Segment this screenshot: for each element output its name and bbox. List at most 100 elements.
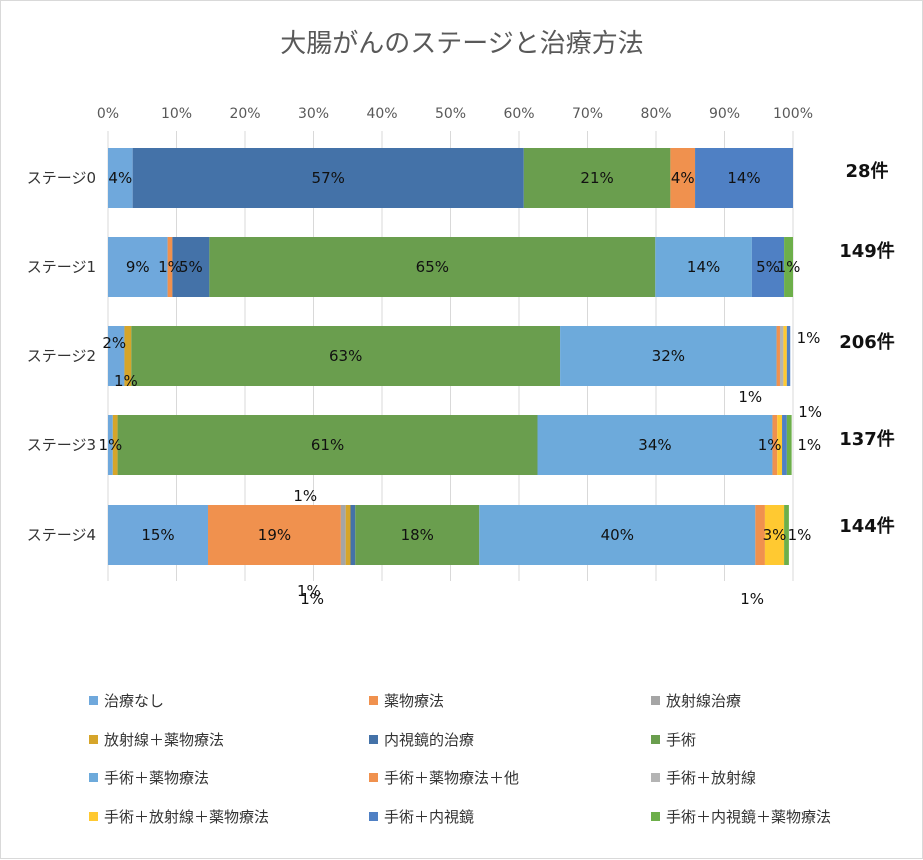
x-tick-label: 0% [97, 106, 119, 122]
legend-label: 手術＋放射線 [666, 769, 756, 787]
data-label: 1% [788, 526, 812, 544]
bar-segment [208, 505, 341, 565]
legend-swatch [369, 773, 378, 782]
bar-segment [786, 415, 792, 475]
count-label: 149件 [839, 240, 895, 262]
bar-segment [777, 415, 783, 475]
legend-swatch [89, 812, 98, 821]
bar-segment [108, 415, 113, 475]
bar-segment [117, 415, 538, 475]
legend-label: 治療なし [104, 692, 164, 710]
data-label: 9% [126, 258, 150, 276]
bar-segment [112, 415, 118, 475]
legend-label: 放射線＋薬物療法 [104, 731, 224, 749]
category-label: ステージ3 [27, 436, 96, 454]
data-label: 18% [401, 526, 434, 544]
bar-segment [670, 148, 696, 208]
data-label: 65% [416, 258, 449, 276]
bars [108, 148, 793, 565]
bar-segment [479, 505, 756, 565]
legend-label: 手術＋放射線＋薬物療法 [104, 808, 269, 826]
bar-segment [108, 505, 209, 565]
legend-swatch [89, 773, 98, 782]
x-axis-ticks: 0% 10% 20% 30% 40% 50% 60% 70% 80% 90% 100% [97, 106, 813, 122]
legend-label: 薬物療法 [384, 692, 444, 710]
data-label: 40% [601, 526, 634, 544]
category-label: ステージ2 [27, 347, 96, 365]
data-label: 19% [258, 526, 291, 544]
bar-segment [340, 505, 346, 565]
bar-segment [350, 505, 356, 565]
data-label: 15% [141, 526, 174, 544]
legend-label: 手術＋内視鏡＋薬物療法 [666, 808, 831, 826]
data-labels: 4% 57% 21% 4% 14%9% 1%5% 65% 14% 5%1%2%1%63% 32%1… [98, 169, 822, 608]
legend-swatch [369, 696, 378, 705]
data-label: 1% [798, 403, 822, 421]
data-label: 14% [687, 258, 720, 276]
bar-segment [784, 237, 793, 297]
bar-segment [782, 415, 787, 475]
data-label: 32% [652, 347, 685, 365]
data-label: 63% [329, 347, 362, 365]
bar-segment [560, 326, 777, 386]
bar-segment [751, 237, 785, 297]
bar-segment [784, 505, 789, 565]
data-label: 21% [580, 169, 613, 187]
category-label: ステージ0 [27, 169, 96, 187]
legend-swatch [369, 735, 378, 744]
x-tick-label: 40% [366, 106, 397, 122]
x-tick-label: 70% [572, 106, 603, 122]
data-label: 5% [179, 258, 203, 276]
data-label: 1% [98, 436, 122, 454]
bar-segment [355, 505, 480, 565]
data-label: 3% [763, 526, 787, 544]
legend-swatch [651, 735, 660, 744]
bar-segment [776, 326, 780, 386]
data-label: 1% [740, 590, 764, 608]
data-label: 1% [797, 329, 821, 347]
legend-swatch [651, 812, 660, 821]
category-labels: ステージ0 ステージ1 ステージ2 ステージ3 ステージ4 [27, 169, 96, 544]
legend-label: 内視鏡的治療 [384, 731, 474, 749]
bar-segment [209, 237, 656, 297]
x-tick-label: 90% [709, 106, 740, 122]
x-tick-label: 80% [640, 106, 671, 122]
bar-segment [695, 148, 793, 208]
bar-segment [108, 237, 168, 297]
count-label: 206件 [839, 331, 895, 353]
bar-segment [772, 415, 778, 475]
data-label: 4% [671, 169, 695, 187]
count-labels: 28件 149件 206件 137件 144件 [839, 160, 895, 537]
bar-segment [345, 505, 351, 565]
bar-segment [779, 326, 784, 386]
bar-segment [124, 326, 132, 386]
data-label: 1% [114, 372, 138, 390]
bar-segment [537, 415, 773, 475]
legend-label: 手術＋薬物療法 [104, 769, 209, 787]
category-label: ステージ1 [27, 258, 96, 276]
x-tick-label: 20% [229, 106, 260, 122]
data-label: 1% [158, 258, 182, 276]
bar-segment [786, 326, 791, 386]
bar-segment [108, 326, 125, 386]
x-tick-label: 10% [161, 106, 192, 122]
legend-swatch [89, 696, 98, 705]
count-label: 144件 [839, 515, 895, 537]
data-label: 1% [293, 487, 317, 505]
x-tick-label: 30% [298, 106, 329, 122]
data-label: 14% [727, 169, 760, 187]
bar-segment [655, 237, 752, 297]
bar-segment [755, 505, 765, 565]
legend-swatch [651, 696, 660, 705]
data-label: 1% [738, 388, 762, 406]
bar-segment [523, 148, 671, 208]
data-label: 1% [297, 582, 321, 600]
count-label: 28件 [845, 160, 888, 182]
data-label: 5% [756, 258, 780, 276]
chart-title: 大腸がんのステージと治療方法 [280, 29, 643, 59]
legend-label: 手術＋内視鏡 [384, 808, 474, 826]
legend-swatch [369, 812, 378, 821]
bar-segment [131, 326, 561, 386]
